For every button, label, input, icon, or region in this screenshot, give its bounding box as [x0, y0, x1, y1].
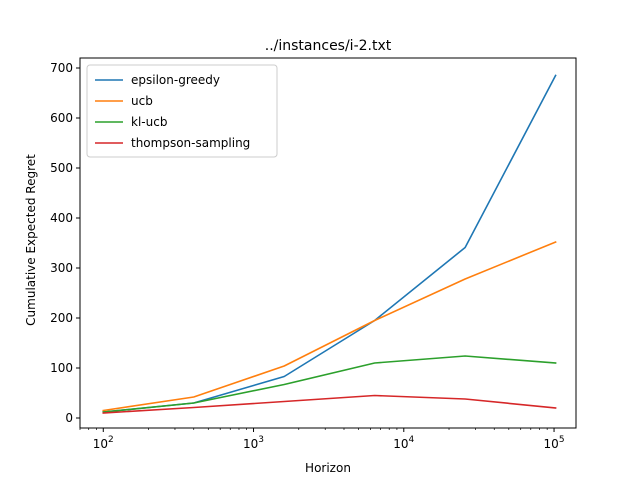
x-axis-label: Horizon — [305, 461, 351, 475]
series-line-kl-ucb — [102, 355, 557, 413]
y-tick-label: 600 — [50, 111, 73, 125]
y-tick-label: 300 — [50, 261, 73, 275]
legend-label: thompson-sampling — [131, 136, 250, 150]
y-tick-label: 500 — [50, 161, 73, 175]
series-line-thompson-sampling — [102, 394, 557, 414]
y-tick-label: 0 — [65, 411, 73, 425]
legend-label: ucb — [131, 94, 153, 108]
y-tick-label: 100 — [50, 361, 73, 375]
y-tick-label: 400 — [50, 211, 73, 225]
chart-title: ../instances/i-2.txt — [265, 38, 392, 54]
legend-label: epsilon-greedy — [131, 73, 220, 87]
series-lines — [102, 74, 557, 414]
y-tick-label: 200 — [50, 311, 73, 325]
plot-frame — [79, 57, 577, 429]
legend: epsilon-greedy ucb kl-ucb thompson-sampling — [86, 64, 278, 158]
y-tick-label: 700 — [50, 61, 73, 75]
y-axis-label: Cumulative Expected Regret — [24, 154, 38, 326]
legend-label: kl-ucb — [131, 115, 167, 129]
series-line-ucb — [102, 240, 557, 412]
legend-box — [86, 64, 278, 158]
